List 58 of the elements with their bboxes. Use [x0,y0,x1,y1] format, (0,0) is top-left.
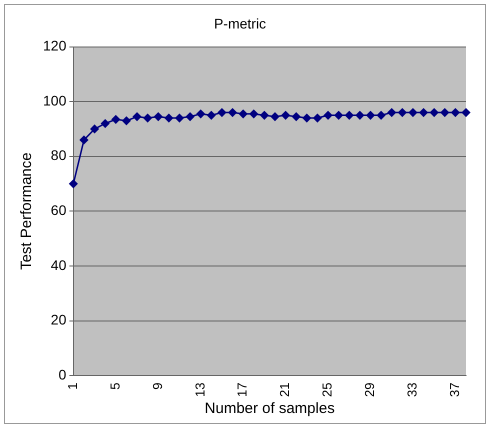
point [334,111,343,120]
point [324,111,332,120]
point [186,112,194,121]
point [112,115,120,124]
point [345,111,354,120]
point [260,111,269,120]
x-tick-label: 5 [107,382,122,390]
y-tick-label: 120 [43,38,67,54]
point [164,114,174,122]
point [250,110,258,118]
y-axis-title: Test Performance [18,152,36,270]
y-tick-label: 0 [58,366,67,382]
point [90,124,99,134]
point [419,108,428,117]
point [69,180,78,188]
point [451,108,460,117]
y-tick-label: 20 [50,312,67,328]
x-tick-label: 9 [150,382,165,390]
x-tick-label: 37 [446,382,462,398]
point [175,114,184,122]
point [218,108,226,117]
point [132,112,142,121]
point [398,108,407,117]
y-tick-label: 40 [50,256,67,273]
y-tick-label: 60 [50,202,67,218]
point [430,108,438,117]
point [462,108,470,117]
point [100,119,110,128]
point [440,108,450,117]
point [376,111,386,120]
point [238,110,248,118]
point [302,114,312,122]
point [281,111,290,120]
chart-title: P-metric [214,15,266,32]
point [154,112,163,121]
x-tick-label: 29 [362,382,378,398]
point [196,110,205,118]
point [122,116,131,126]
point [313,114,322,122]
point [228,108,237,117]
x-axis-title: Number of samples [204,400,335,418]
x-tick-label: 17 [234,382,250,398]
x-tick-label: 13 [192,382,208,398]
x-tick-label: 33 [404,382,420,398]
y-tick-label: 80 [50,147,67,164]
point [408,108,418,117]
point [356,111,364,120]
x-tick-label: 1 [64,382,80,390]
point [207,111,216,120]
point [387,108,396,117]
point [292,112,300,121]
point [270,112,280,121]
point [80,136,88,144]
point [143,114,152,122]
point [366,111,375,120]
y-tick-label: 100 [43,92,67,108]
x-tick-label: 25 [320,382,335,398]
x-tick-label: 21 [277,382,292,398]
